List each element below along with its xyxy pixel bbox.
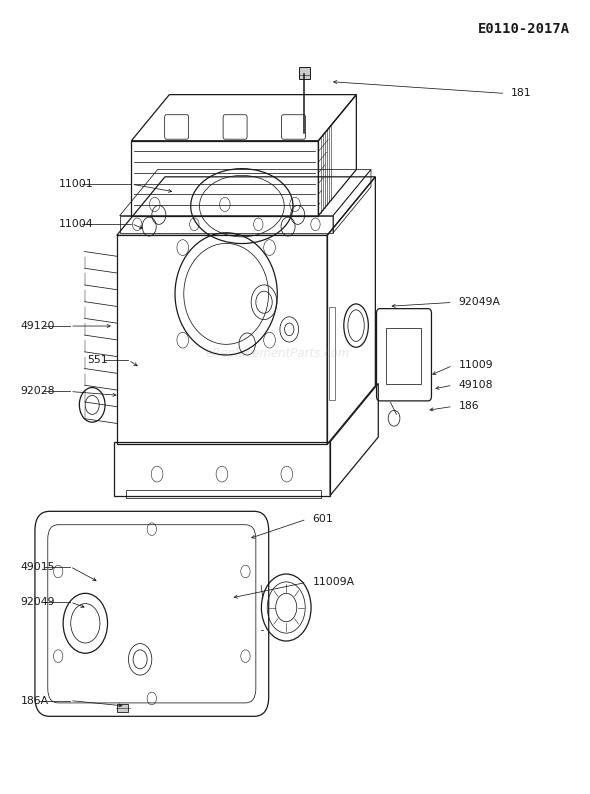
Bar xyxy=(117,235,327,445)
Bar xyxy=(386,328,421,384)
Bar xyxy=(132,141,319,216)
Bar xyxy=(117,704,128,712)
Text: 186: 186 xyxy=(458,402,479,411)
Text: 49108: 49108 xyxy=(458,380,493,390)
Text: 49015: 49015 xyxy=(20,561,55,572)
Bar xyxy=(114,442,330,495)
Text: 11009: 11009 xyxy=(458,360,493,371)
Text: 551: 551 xyxy=(87,355,108,365)
Bar xyxy=(126,490,322,498)
Text: eReplacementParts.com: eReplacementParts.com xyxy=(205,347,350,360)
Text: 11001: 11001 xyxy=(58,179,93,189)
Text: 601: 601 xyxy=(313,515,333,524)
Text: 49120: 49120 xyxy=(20,321,55,331)
Text: 186A: 186A xyxy=(20,696,48,706)
Text: E0110-2017A: E0110-2017A xyxy=(477,22,570,37)
Bar xyxy=(120,216,333,233)
Text: 92028: 92028 xyxy=(20,387,55,396)
Text: 11009A: 11009A xyxy=(313,577,355,588)
Text: 181: 181 xyxy=(512,88,532,98)
Text: 92049: 92049 xyxy=(20,597,55,607)
Bar xyxy=(299,67,310,79)
Text: 92049A: 92049A xyxy=(458,298,501,307)
Bar xyxy=(329,307,335,400)
Text: 11004: 11004 xyxy=(58,218,93,229)
